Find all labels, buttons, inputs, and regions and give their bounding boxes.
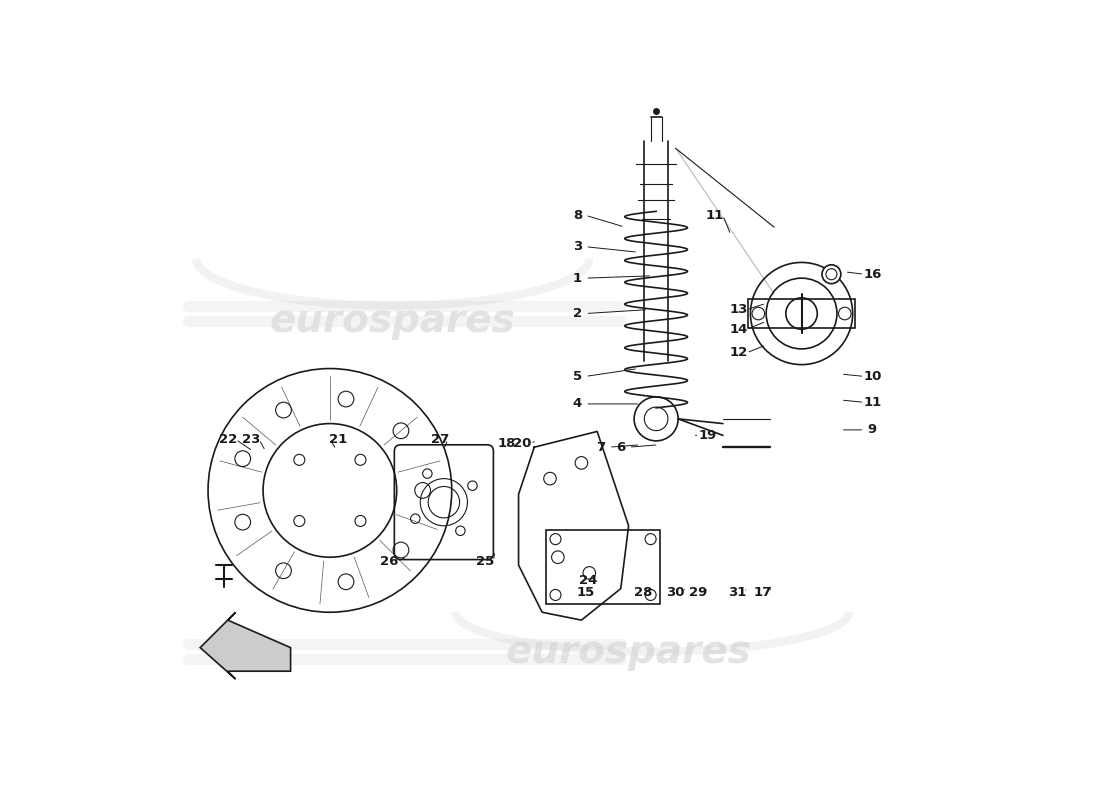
Text: 3: 3 (573, 240, 582, 254)
Text: eurospares: eurospares (270, 302, 516, 340)
Text: 11: 11 (864, 396, 881, 409)
Text: 8: 8 (573, 209, 582, 222)
Text: 11: 11 (706, 209, 724, 222)
Text: 21: 21 (329, 433, 346, 446)
Circle shape (294, 454, 305, 466)
Text: 26: 26 (379, 554, 398, 568)
Text: 28: 28 (634, 586, 652, 599)
Text: 15: 15 (576, 586, 594, 599)
Circle shape (355, 515, 366, 526)
Circle shape (822, 265, 840, 284)
Text: 30: 30 (667, 586, 685, 599)
Text: 29: 29 (689, 586, 707, 599)
Circle shape (294, 515, 305, 526)
Text: 27: 27 (431, 433, 449, 446)
Text: 4: 4 (573, 398, 582, 410)
Text: 1: 1 (573, 272, 582, 285)
Text: 23: 23 (242, 433, 261, 446)
Text: 20: 20 (514, 437, 531, 450)
Text: 2: 2 (573, 307, 582, 320)
Text: 31: 31 (728, 586, 746, 599)
Text: 17: 17 (754, 586, 771, 599)
Text: 14: 14 (729, 322, 748, 336)
Circle shape (355, 454, 366, 466)
Text: 24: 24 (579, 574, 597, 587)
Text: 6: 6 (616, 441, 626, 454)
Text: 9: 9 (868, 423, 877, 436)
Text: 19: 19 (698, 429, 716, 442)
Text: 22: 22 (219, 433, 236, 446)
Polygon shape (200, 612, 290, 679)
Text: 25: 25 (476, 554, 495, 568)
Text: 5: 5 (573, 370, 582, 383)
Text: eurospares: eurospares (506, 633, 751, 670)
Text: 18: 18 (497, 437, 516, 450)
Text: 12: 12 (729, 346, 748, 359)
Text: 16: 16 (864, 268, 881, 281)
Text: 7: 7 (596, 441, 606, 454)
Text: 13: 13 (729, 303, 748, 316)
Text: 10: 10 (864, 370, 881, 383)
